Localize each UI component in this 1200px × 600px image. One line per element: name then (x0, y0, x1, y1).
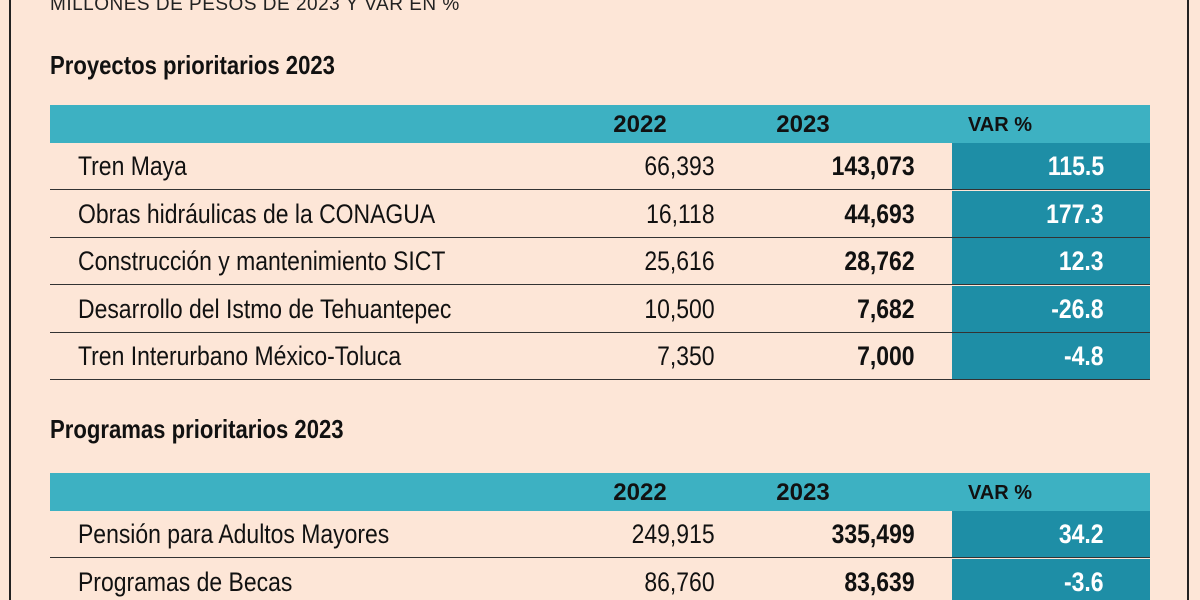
var-cell-bg (952, 190, 1150, 237)
value-var: -26.8 (1051, 293, 1104, 324)
var-cell-bg (952, 285, 1150, 332)
value-var: -4.8 (1064, 341, 1104, 371)
var-cell-bg (952, 143, 1150, 189)
value-2023: 28,762 (844, 246, 915, 276)
table-row: Pensión para Adultos Mayores 249,915 335,4… (50, 511, 1150, 558)
column-header: VAR % (967, 482, 1033, 504)
value-2023: 7,000 (857, 341, 915, 371)
column-header: 2023 (776, 479, 830, 506)
column-header: 2023 (776, 111, 830, 138)
frame (9, 0, 1189, 600)
value-var: 115.5 (1047, 151, 1104, 181)
table-row: Desarrollo del Istmo de Tehuantepec 10,50… (50, 285, 1150, 333)
table-header: 2022 2023 VAR % (50, 105, 1150, 143)
var-cell-bg (952, 238, 1150, 284)
row-label: Tren Maya (78, 151, 187, 181)
table-row: Tren Interurbano México-Toluca 7,350 7,000… (50, 333, 1150, 380)
value-var: 34.2 (1059, 519, 1104, 549)
value-var: 12.3 (1059, 246, 1104, 276)
table-row: Construcción y mantenimiento SICT 25,616 2… (50, 238, 1150, 285)
value-2023: 83,639 (844, 566, 915, 597)
row-label: Construcción y mantenimiento SICT (78, 246, 446, 276)
table-row: Tren Maya 66,393 143,073 115.5 (50, 143, 1150, 190)
value-2022: 25,616 (644, 246, 715, 276)
column-header: 2022 (613, 479, 667, 506)
value-2022: 249,915 (632, 519, 715, 549)
row-label: Programas de Becas (78, 566, 293, 597)
value-2022: 10,500 (644, 293, 715, 324)
row-label: Pensión para Adultos Mayores (78, 519, 390, 549)
subtitle: MILLONES DE PESOS DE 2023 Y VAR EN % (50, 0, 460, 15)
value-var: 177.3 (1046, 198, 1104, 229)
section-title: Proyectos prioritarios 2023 (50, 50, 335, 80)
column-header: 2022 (613, 111, 667, 138)
value-2023: 335,499 (832, 519, 915, 549)
var-cell-bg (952, 511, 1150, 557)
row-label: Tren Interurbano México-Toluca (78, 341, 402, 371)
value-var: -3.6 (1064, 566, 1104, 597)
row-label: Obras hidráulicas de la CONAGUA (78, 198, 436, 229)
table-row: Programas de Becas 86,760 83,639 -3.6 (50, 558, 1150, 600)
var-cell-bg (952, 333, 1150, 379)
value-2023: 44,693 (844, 198, 915, 229)
var-cell-bg (952, 558, 1150, 600)
row-label: Desarrollo del Istmo de Tehuantepec (78, 293, 452, 324)
section-title: Programas prioritarios 2023 (50, 414, 344, 444)
value-2022: 66,393 (644, 151, 715, 181)
table-header: 2022 2023 VAR % (50, 473, 1150, 511)
value-2023: 7,682 (857, 293, 915, 324)
value-2023: 143,073 (832, 151, 915, 181)
table-row: Obras hidráulicas de la CONAGUA 16,118 44,… (50, 190, 1150, 238)
value-2022: 86,760 (644, 566, 715, 597)
value-2022: 7,350 (657, 341, 715, 371)
column-header: VAR % (967, 114, 1033, 136)
value-2022: 16,118 (646, 198, 715, 229)
